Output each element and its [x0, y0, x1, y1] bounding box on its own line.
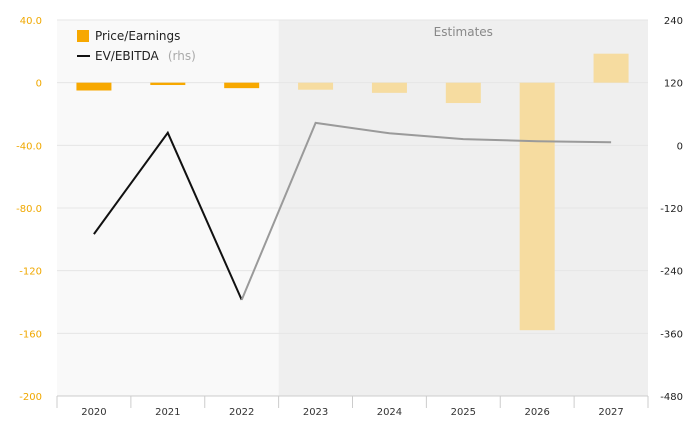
- y-left-tick-label: -160: [19, 329, 42, 340]
- ev-ebitda-line-estimate: [240, 121, 612, 301]
- y-left-tick-label: -200: [19, 392, 42, 403]
- y-right-tick-label: 0: [677, 141, 683, 152]
- x-tick-label-2023: 2023: [303, 407, 328, 418]
- y-right-tick-label: -120: [660, 204, 683, 215]
- pe-bar-2024: [371, 82, 407, 93]
- y-axis-right: 240 120 0 -120 -240 -360 -480: [660, 16, 683, 403]
- estimates-label: Estimates: [434, 25, 493, 39]
- pe-bar-2026: [519, 82, 555, 331]
- y-right-tick-label: -240: [660, 267, 683, 278]
- pe-bar-2027: [593, 53, 629, 83]
- legend-label-ev-suffix: (rhs): [168, 49, 196, 63]
- y-left-tick-label: -80.0: [16, 204, 42, 215]
- x-tick-label-2021: 2021: [155, 407, 180, 418]
- legend-label-ev: EV/EBITDA (rhs): [95, 45, 196, 64]
- pe-bar-2022: [224, 82, 260, 89]
- legend-label-ev-name: EV/EBITDA: [95, 49, 160, 63]
- x-tick-label-2024: 2024: [377, 407, 402, 418]
- y-right-tick-label: -360: [660, 329, 683, 340]
- x-tick-label-2020: 2020: [81, 407, 106, 418]
- x-tick-label-2027: 2027: [598, 407, 623, 418]
- y-left-tick-label: -120: [19, 267, 42, 278]
- pe-bar-2023: [298, 82, 334, 90]
- x-tick-label-2026: 2026: [524, 407, 549, 418]
- pe-bar-2021: [150, 82, 186, 86]
- pe-bar-2025: [445, 82, 481, 104]
- pe-bar-2020: [76, 82, 112, 91]
- y-right-tick-label: 240: [664, 16, 683, 27]
- legend-label-pe: Price/Earnings: [95, 29, 180, 43]
- legend-swatch-pe: [77, 30, 89, 42]
- y-right-tick-label: -480: [660, 392, 683, 403]
- x-axis: 2020 2021 2022 2023 2024 2025 2026 2027: [56, 395, 649, 418]
- pe-bars: [76, 53, 629, 331]
- legend: Price/Earnings EV/EBITDA (rhs): [77, 29, 196, 64]
- y-axis-left: 40.0 0 -40.0 -80.0 -120 -160 -200: [16, 16, 42, 403]
- ev-ebitda-line: [93, 121, 612, 301]
- x-tick-label-2022: 2022: [229, 407, 254, 418]
- y-right-tick-label: 120: [664, 79, 683, 90]
- ev-ebitda-line-actual: [93, 130, 243, 301]
- y-left-tick-label: 0: [36, 79, 42, 90]
- x-tick-label-2025: 2025: [451, 407, 476, 418]
- y-left-tick-label: -40.0: [16, 141, 42, 152]
- y-left-tick-label: 40.0: [20, 16, 42, 27]
